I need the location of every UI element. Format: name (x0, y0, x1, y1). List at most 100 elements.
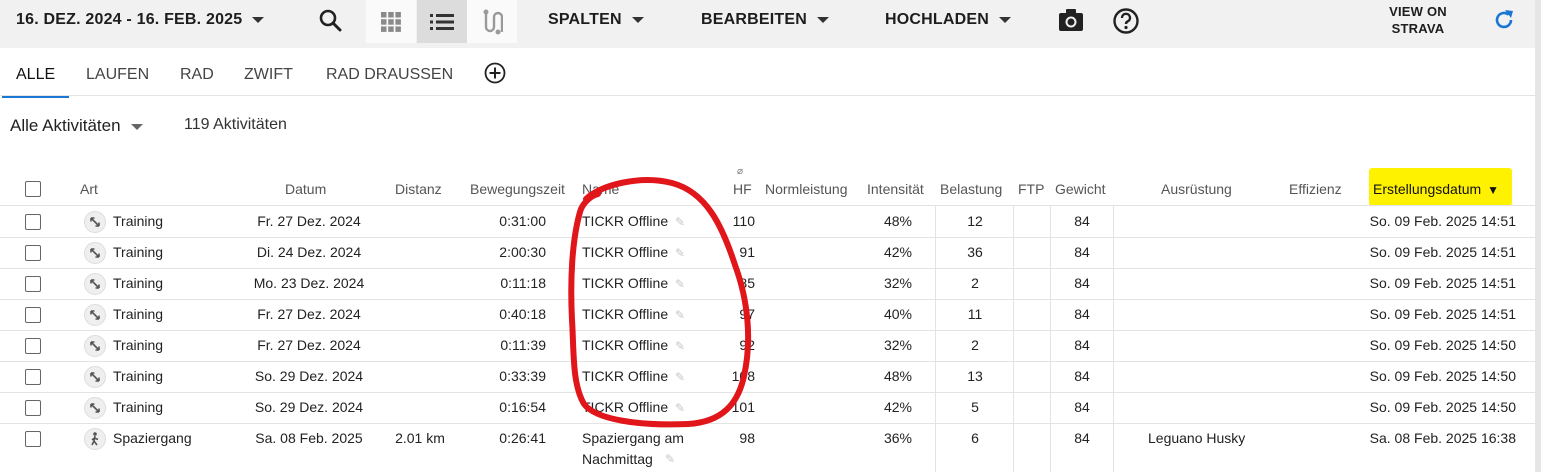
table-row[interactable]: Training Fr. 27 Dez. 2024 0:40:18 TICKR Off… (0, 299, 1535, 330)
chevron-down-icon (631, 16, 644, 23)
tab-rad-draussen[interactable]: RAD DRAUSSEN (326, 66, 454, 83)
table-row[interactable]: Training Fr. 27 Dez. 2024 0:31:00 TICKR Off… (0, 206, 1535, 237)
col-ausruestung[interactable]: Ausrüstung (1161, 181, 1232, 197)
weight: 84 (1074, 306, 1090, 322)
activity-name[interactable]: TICKR Offline (582, 213, 669, 229)
intensity: 32% (883, 337, 912, 353)
col-hf[interactable]: HF (733, 181, 752, 197)
view-on-strava-link[interactable]: VIEW ON STRAVA (1387, 3, 1449, 37)
activity-filter-dropdown[interactable]: Alle Aktivitäten (10, 116, 143, 136)
row-checkbox[interactable] (25, 369, 41, 385)
col-datum[interactable]: Datum (285, 181, 327, 197)
row-checkbox[interactable] (25, 431, 41, 447)
activity-name-line2[interactable]: Nachmittag (582, 451, 653, 467)
date-range-selector[interactable]: 16. DEZ. 2024 - 16. FEB. 2025 (16, 11, 265, 29)
grid-icon (381, 12, 401, 32)
col-erstellungsdatum-label: Erstellungsdatum (1373, 181, 1482, 197)
activity-type: Training (113, 275, 164, 291)
scrollbar-track[interactable] (1535, 0, 1541, 472)
help-icon[interactable] (1112, 7, 1140, 35)
table-row[interactable]: Training Di. 24 Dez. 2024 2:00:30 TICKR Off… (0, 237, 1535, 268)
row-checkbox[interactable] (25, 276, 41, 292)
heart-rate: 108 (731, 368, 755, 384)
add-tab-icon[interactable] (484, 62, 506, 84)
created-date: So. 09 Feb. 2025 14:51 (1369, 213, 1516, 229)
table-row[interactable]: Training Fr. 27 Dez. 2024 0:11:39 TICKR Off… (0, 330, 1535, 361)
activity-date: Fr. 27 Dez. 2024 (257, 337, 361, 353)
col-gewicht[interactable]: Gewicht (1055, 181, 1106, 197)
activity-type: Training (113, 368, 164, 384)
row-checkbox[interactable] (25, 245, 41, 261)
activity-name[interactable]: TICKR Offline (582, 275, 669, 291)
activity-name[interactable]: TICKR Offline (582, 368, 669, 384)
row-checkbox[interactable] (25, 338, 41, 354)
load: 36 (967, 244, 983, 260)
weight: 84 (1074, 368, 1090, 384)
load: 2 (971, 275, 979, 291)
column-divider (1013, 299, 1014, 330)
route-view-button[interactable] (467, 0, 517, 43)
tab-zwift[interactable]: ZWIFT (244, 66, 293, 83)
col-effizienz[interactable]: Effizienz (1289, 181, 1342, 197)
spalten-menu[interactable]: SPALTEN (548, 11, 644, 29)
col-belastung[interactable]: Belastung (940, 181, 1003, 197)
column-divider (1113, 206, 1114, 237)
intensity: 48% (883, 213, 912, 229)
average-symbol: ⌀ (737, 166, 744, 177)
row-checkbox[interactable] (25, 307, 41, 323)
table-row[interactable]: Training Mo. 23 Dez. 2024 0:11:18 TICKR Off… (0, 268, 1535, 299)
activity-date: Sa. 08 Feb. 2025 (255, 430, 363, 446)
tab-laufen[interactable]: LAUFEN (86, 66, 150, 83)
select-all-checkbox[interactable] (25, 181, 41, 197)
hochladen-menu[interactable]: HOCHLADEN (885, 11, 1012, 29)
col-erstellungsdatum[interactable]: Erstellungsdatum ▼ (1373, 181, 1499, 197)
date-range-label: 16. DEZ. 2024 - 16. FEB. 2025 (16, 11, 243, 28)
heart-rate: 85 (739, 275, 755, 291)
workout-icon (84, 397, 106, 419)
table-row[interactable]: Spaziergang Sa. 08 Feb. 2025 2.01 km 0:26:4… (0, 423, 1535, 472)
activity-count: 119 Aktivitäten (184, 116, 287, 133)
table-row[interactable]: Training So. 29 Dez. 2024 0:33:39 TICKR Off… (0, 361, 1535, 392)
edit-name-icon[interactable]: ✎ (675, 246, 686, 260)
edit-name-icon[interactable]: ✎ (675, 339, 686, 353)
col-bewegungszeit[interactable]: Bewegungszeit (470, 181, 565, 197)
edit-name-icon[interactable]: ✎ (675, 401, 686, 415)
heart-rate: 101 (731, 399, 755, 415)
activity-name[interactable]: TICKR Offline (582, 337, 669, 353)
edit-name-icon[interactable]: ✎ (675, 308, 686, 322)
list-view-button[interactable] (417, 0, 467, 43)
activity-name[interactable]: TICKR Offline (582, 306, 669, 322)
column-divider (935, 206, 936, 237)
col-art[interactable]: Art (80, 181, 98, 197)
edit-name-icon[interactable]: ✎ (675, 277, 686, 291)
weight: 84 (1074, 337, 1090, 353)
camera-icon[interactable] (1057, 7, 1085, 33)
column-divider (1050, 299, 1051, 330)
hochladen-label: HOCHLADEN (885, 11, 990, 28)
activity-name[interactable]: TICKR Offline (582, 244, 669, 260)
column-divider (1050, 423, 1051, 472)
col-ftp[interactable]: FTP (1018, 181, 1045, 197)
edit-name-icon[interactable]: ✎ (675, 215, 686, 229)
list-icon (430, 14, 454, 30)
activity-name[interactable]: TICKR Offline (582, 399, 669, 415)
row-checkbox[interactable] (25, 400, 41, 416)
table-row[interactable]: Training So. 29 Dez. 2024 0:16:54 TICKR Off… (0, 392, 1535, 423)
grid-view-button[interactable] (366, 0, 416, 43)
tab-rad[interactable]: RAD (180, 66, 214, 83)
col-name[interactable]: Name (582, 181, 620, 197)
col-normleistung[interactable]: Normleistung (765, 181, 848, 197)
edit-name-icon[interactable]: ✎ (665, 452, 676, 466)
row-checkbox[interactable] (25, 214, 41, 230)
tab-alle[interactable]: ALLE (1, 64, 70, 98)
moving-time: 0:40:18 (499, 306, 546, 322)
row-divider (0, 237, 1535, 238)
col-intensitaet[interactable]: Intensität (867, 181, 924, 197)
search-icon[interactable] (318, 8, 344, 34)
refresh-icon[interactable] (1492, 8, 1516, 32)
edit-name-icon[interactable]: ✎ (675, 370, 686, 384)
bearbeiten-menu[interactable]: BEARBEITEN (701, 11, 830, 29)
activity-name[interactable]: Spaziergang am (582, 430, 684, 446)
col-distanz[interactable]: Distanz (395, 181, 442, 197)
intensity: 36% (883, 430, 912, 446)
